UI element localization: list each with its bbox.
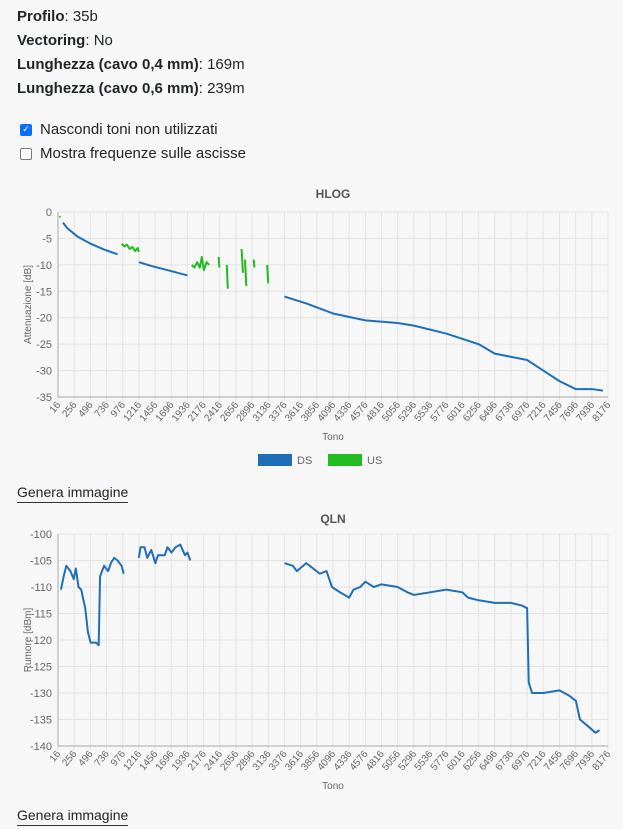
generate-image-link-hlog[interactable]: Genera immagine [17,484,129,503]
checkbox-label: Nascondi toni non utilizzati [40,121,218,138]
series-line-us [58,215,62,218]
x-tick-label: 496 [76,400,95,420]
series-line-us [240,248,244,273]
y-tick-label: -130 [30,688,52,700]
chart-title: HLOG [316,187,351,201]
legend-swatch-ds [258,454,292,466]
series-line-ds [62,221,118,256]
y-tick-label: 0 [46,207,52,219]
y-tick-label: -35 [36,392,52,404]
x-tick-label: 256 [60,400,79,420]
y-axis-label: Attenuazione [dB] [23,265,34,344]
info-profile: Profilo: 35b [17,8,98,25]
info-length-06: Lunghezza (cavo 0,6 mm): 239m [17,80,245,97]
series-line-us [266,264,270,284]
x-tick-label: 256 [60,749,79,769]
hide-unused-tones-checkbox[interactable]: ✓ Nascondi toni non utilizzati [20,121,218,138]
series-line-ds [284,295,604,392]
y-axis-label: Rumore [dBm] [23,608,34,673]
checkbox-unchecked-icon[interactable] [20,147,32,160]
y-tick-label: -10 [36,260,52,272]
series-line-us [191,255,210,272]
x-axis-label: Tono [322,781,344,792]
legend-label: DS [297,455,312,467]
y-tick-label: -20 [36,313,52,325]
value: 239m [207,80,245,97]
y-tick-label: -5 [42,233,52,245]
hlog-chart: HLOG0-5-10-15-20-25-30-35162564967369761… [23,187,614,467]
x-tick-label: 736 [93,400,112,420]
value: 35b [72,8,98,25]
y-tick-label: -30 [36,366,52,378]
y-tick-label: -105 [30,556,52,568]
checkbox-checked-icon[interactable]: ✓ [20,123,32,136]
y-tick-label: -140 [30,741,52,753]
y-tick-label: -100 [30,529,52,541]
value: 169m [207,56,245,73]
series-line-us [243,259,248,287]
y-tick-label: -25 [36,339,52,351]
qln-chart: QLN-100-105-110-115-120-125-130-135-1401… [23,512,614,792]
show-frequencies-checkbox[interactable]: Mostra frequenze sulle ascisse [20,145,246,162]
y-tick-label: -125 [30,662,52,674]
series-line-us [225,264,229,289]
y-tick-label: -115 [31,609,52,621]
y-tick-label: -15 [36,286,52,298]
value: No [93,32,113,49]
series-line-us [217,256,221,268]
series-line-ds [138,261,188,277]
series-line-us [252,259,256,268]
label: Lunghezza (cavo 0,4 mm) [17,56,199,73]
x-tick-label: 8176 [591,400,614,424]
x-tick-label: 736 [93,749,112,769]
x-tick-label: 8176 [591,749,614,773]
chart-title: QLN [320,512,345,526]
generate-image-link-qln[interactable]: Genera immagine [17,807,129,826]
y-tick-label: -135 [30,715,52,727]
checkbox-label: Mostra frequenze sulle ascisse [40,145,246,162]
legend-label: US [367,455,382,467]
y-tick-label: -120 [30,635,52,647]
series-line-qln [137,543,192,565]
series-line-qln [59,556,125,647]
series-line-qln [284,562,601,734]
info-vectoring: Vectoring: No [17,32,113,49]
info-length-04: Lunghezza (cavo 0,4 mm): 169m [17,56,245,73]
x-tick-label: 496 [76,749,95,769]
y-tick-label: -110 [31,582,52,594]
series-line-us [120,243,140,253]
label: Vectoring [17,32,86,49]
label: Lunghezza (cavo 0,6 mm) [17,80,199,97]
legend-swatch-us [328,454,362,466]
x-axis-label: Tono [322,432,344,443]
label: Profilo [17,8,65,25]
